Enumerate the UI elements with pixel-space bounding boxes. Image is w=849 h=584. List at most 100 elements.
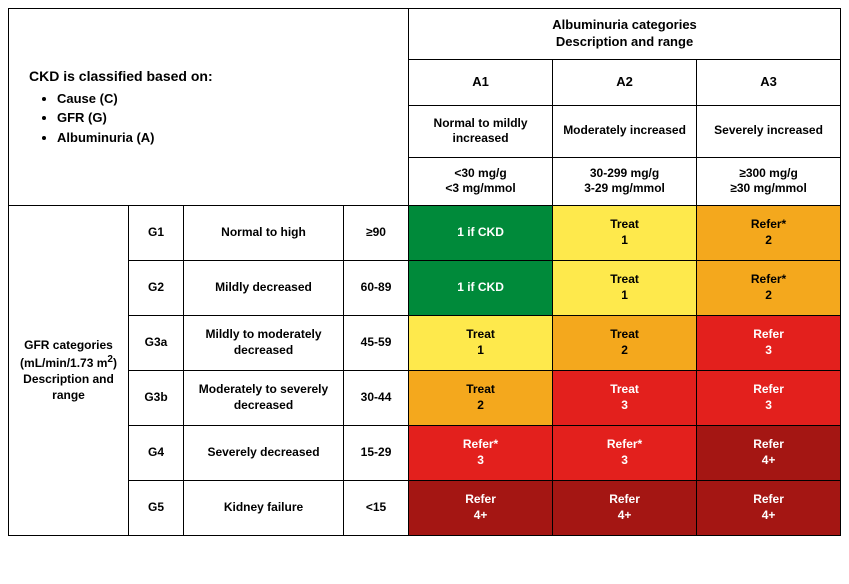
g5-desc: Kidney failure [184, 481, 344, 536]
table-row: G2 Mildly decreased 60-89 1 if CKD Treat… [9, 261, 841, 316]
alb-a1-range2: <3 mg/mmol [445, 181, 515, 195]
cell-num: 4+ [701, 508, 836, 524]
alb-col-a3-range: ≥300 mg/g ≥30 mg/mmol [697, 157, 841, 205]
table-row: G4 Severely decreased 15-29 Refer*3 Refe… [9, 426, 841, 481]
cell-g3b-a2: Treat3 [553, 371, 697, 426]
g3a-desc: Mildly to moderately decreased [184, 316, 344, 371]
cell-num: 3 [557, 453, 692, 469]
g4-desc: Severely decreased [184, 426, 344, 481]
albuminuria-header-l2: Description and range [556, 34, 693, 49]
table-row: G5 Kidney failure <15 Refer4+ Refer4+ Re… [9, 481, 841, 536]
cell-num: 3 [557, 398, 692, 414]
albuminuria-header: Albuminuria categories Description and r… [409, 9, 841, 60]
alb-col-a2-desc: Moderately increased [553, 105, 697, 157]
cell-num: 1 [413, 343, 548, 359]
cell-num: 4+ [701, 453, 836, 469]
classification-list: Cause (C) GFR (G) Albuminuria (A) [29, 89, 388, 148]
alb-a1-range1: <30 mg/g [454, 166, 506, 180]
cell-g4-a2: Refer*3 [553, 426, 697, 481]
g2-code: G2 [129, 261, 184, 316]
cell-num: 1 [557, 288, 692, 304]
alb-a2-range1: 30-299 mg/g [590, 166, 659, 180]
albuminuria-header-l1: Albuminuria categories [552, 17, 696, 32]
g1-desc: Normal to high [184, 206, 344, 261]
cell-num: 3 [701, 398, 836, 414]
cell-num: 2 [701, 233, 836, 249]
cell-num: 4+ [557, 508, 692, 524]
cell-action: Treat [557, 272, 692, 288]
cell-g3b-a3: Refer3 [697, 371, 841, 426]
alb-col-a1-range: <30 mg/g <3 mg/mmol [409, 157, 553, 205]
alb-col-a2-range: 30-299 mg/g 3-29 mg/mmol [553, 157, 697, 205]
alb-a3-range1: ≥300 mg/g [739, 166, 798, 180]
cell-num: 3 [413, 453, 548, 469]
table-row: G3a Mildly to moderately decreased 45-59… [9, 316, 841, 371]
alb-col-a1-code: A1 [409, 59, 553, 105]
g3b-desc: Moderately to severely decreased [184, 371, 344, 426]
cell-action: Refer* [413, 437, 548, 453]
g5-val: <15 [344, 481, 409, 536]
g3a-val: 45-59 [344, 316, 409, 371]
g3b-code: G3b [129, 371, 184, 426]
g1-code: G1 [129, 206, 184, 261]
classification-header-cell: CKD is classified based on: Cause (C) GF… [9, 9, 409, 206]
classification-item-alb: Albuminuria (A) [57, 128, 388, 148]
gfr-side-header: GFR categories (mL/min/1.73 m2) Descript… [9, 206, 129, 536]
cell-g1-a1: 1 if CKD [409, 206, 553, 261]
cell-action: 1 if CKD [413, 280, 548, 296]
cell-action: Treat [413, 382, 548, 398]
cell-action: Refer [701, 492, 836, 508]
cell-action: Refer* [701, 272, 836, 288]
cell-g2-a3: Refer*2 [697, 261, 841, 316]
g4-val: 15-29 [344, 426, 409, 481]
cell-action: 1 if CKD [413, 225, 548, 241]
cell-g4-a1: Refer*3 [409, 426, 553, 481]
cell-num: 1 [557, 233, 692, 249]
cell-g5-a2: Refer4+ [553, 481, 697, 536]
cell-action: Refer [557, 492, 692, 508]
g2-val: 60-89 [344, 261, 409, 316]
g2-desc: Mildly decreased [184, 261, 344, 316]
classification-heading: CKD is classified based on: [29, 67, 388, 85]
cell-g2-a1: 1 if CKD [409, 261, 553, 316]
cell-g5-a3: Refer4+ [697, 481, 841, 536]
gfr-side-l1: GFR categories [24, 338, 113, 352]
gfr-side-l3: Description and [23, 372, 114, 386]
cell-g1-a3: Refer*2 [697, 206, 841, 261]
cell-g3b-a1: Treat2 [409, 371, 553, 426]
cell-num: 2 [413, 398, 548, 414]
cell-num: 4+ [413, 508, 548, 524]
alb-col-a2-code: A2 [553, 59, 697, 105]
alb-col-a1-desc: Normal to mildly increased [409, 105, 553, 157]
table-row: G3b Moderately to severely decreased 30-… [9, 371, 841, 426]
alb-a3-range2: ≥30 mg/mmol [730, 181, 807, 195]
classification-item-gfr: GFR (G) [57, 108, 388, 128]
alb-a2-range2: 3-29 mg/mmol [584, 181, 665, 195]
cell-g3a-a1: Treat1 [409, 316, 553, 371]
g4-code: G4 [129, 426, 184, 481]
alb-col-a3-desc: Severely increased [697, 105, 841, 157]
cell-action: Treat [557, 382, 692, 398]
cell-action: Treat [557, 327, 692, 343]
cell-action: Refer [701, 382, 836, 398]
table-row: GFR categories (mL/min/1.73 m2) Descript… [9, 206, 841, 261]
cell-g2-a2: Treat1 [553, 261, 697, 316]
cell-action: Treat [557, 217, 692, 233]
cell-action: Refer* [701, 217, 836, 233]
cell-g4-a3: Refer4+ [697, 426, 841, 481]
cell-g3a-a3: Refer3 [697, 316, 841, 371]
cell-num: 2 [557, 343, 692, 359]
g1-val: ≥90 [344, 206, 409, 261]
cell-g5-a1: Refer4+ [409, 481, 553, 536]
classification-item-cause: Cause (C) [57, 89, 388, 109]
cell-num: 3 [701, 343, 836, 359]
gfr-side-l4: range [52, 388, 85, 402]
cell-g1-a2: Treat1 [553, 206, 697, 261]
cell-action: Refer [701, 437, 836, 453]
cell-action: Refer* [557, 437, 692, 453]
cell-g3a-a2: Treat2 [553, 316, 697, 371]
cell-action: Refer [413, 492, 548, 508]
cell-action: Refer [701, 327, 836, 343]
g5-code: G5 [129, 481, 184, 536]
alb-col-a3-code: A3 [697, 59, 841, 105]
